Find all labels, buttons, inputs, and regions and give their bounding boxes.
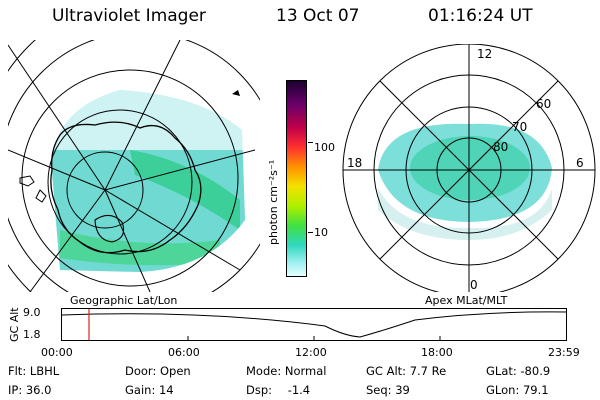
- mlt-label-12: 12: [477, 47, 493, 61]
- status-glat: GLat: -80.9: [486, 364, 550, 378]
- altitude-xtick-4: 23:59: [548, 346, 580, 359]
- status-mode-val: Normal: [284, 364, 327, 378]
- time-label: 01:16:24 UT: [428, 6, 533, 26]
- mlt-label-18: 18: [347, 156, 363, 170]
- colorbar-label: photon cm⁻²s⁻¹: [267, 159, 280, 245]
- instrument-title: Ultraviolet Imager: [52, 6, 206, 26]
- altitude-ylabel: GC Alt: [8, 307, 21, 342]
- status-glat-val: -80.9: [520, 364, 551, 378]
- status-gain-val: 14: [158, 383, 174, 397]
- lat-label-80: 80: [493, 140, 509, 154]
- altitude-ylabel-wrap: GC Alt: [8, 306, 21, 346]
- status-glon-key: GLon:: [486, 383, 520, 397]
- lat-label-60: 60: [536, 97, 552, 111]
- mlt-label-0: 0: [470, 278, 478, 292]
- status-ip-key: IP:: [8, 383, 23, 397]
- status-door-val: Open: [159, 364, 191, 378]
- lat-label-70: 70: [512, 120, 528, 134]
- colorbar-tick-100: [308, 142, 313, 143]
- status-gain: Gain: 14: [125, 383, 174, 397]
- status-dsp: Dsp: -1.4: [246, 383, 310, 397]
- status-mode: Mode: Normal: [246, 364, 326, 378]
- status-door: Door: Open: [125, 364, 191, 378]
- status-glat-key: GLat:: [486, 364, 517, 378]
- status-glon: GLon: 79.1: [486, 383, 549, 397]
- altitude-ytick-low: 1.8: [23, 328, 41, 341]
- mlt-label-6: 6: [576, 156, 584, 170]
- status-seq: Seq: 39: [366, 383, 410, 397]
- altitude-plot: [61, 308, 567, 341]
- status-glon-val: 79.1: [522, 383, 549, 397]
- status-gain-key: Gain:: [125, 383, 156, 397]
- status-seq-val: 39: [395, 383, 410, 397]
- altitude-xtick-0: 00:00: [41, 346, 73, 359]
- colorbar-tick-label-10: 10: [314, 226, 328, 239]
- status-mode-key: Mode:: [246, 364, 282, 378]
- status-flt: Flt: LBHL: [8, 364, 59, 378]
- magnetic-polar-plot: [342, 44, 596, 292]
- altitude-ytick-high: 9.0: [23, 306, 41, 319]
- status-gcalt: GC Alt: 7.7 Re: [366, 364, 446, 378]
- status-flt-val: LBHL: [29, 364, 60, 378]
- status-seq-key: Seq:: [366, 383, 392, 397]
- colorbar-tick-label-100: 100: [314, 141, 335, 154]
- status-ip: IP: 36.0: [8, 383, 51, 397]
- status-ip-val: 36.0: [25, 383, 52, 397]
- status-flt-key: Flt:: [8, 364, 27, 378]
- colorbar-tick-10: [308, 232, 313, 233]
- status-gcalt-key: GC Alt:: [366, 364, 407, 378]
- status-gcalt-val: 7.7 Re: [409, 364, 447, 378]
- right-panel-caption: Apex MLat/MLT: [425, 294, 508, 307]
- status-dsp-val: -1.4: [287, 383, 311, 397]
- left-panel-caption: Geographic Lat/Lon: [70, 294, 178, 307]
- colorbar: [286, 80, 307, 277]
- date-label: 13 Oct 07: [276, 6, 360, 26]
- geographic-map: [8, 40, 260, 292]
- altitude-xtick-2: 12:00: [295, 346, 327, 359]
- altitude-xtick-1: 06:00: [168, 346, 200, 359]
- status-dsp-key: Dsp:: [246, 383, 273, 397]
- altitude-xtick-3: 18:00: [421, 346, 453, 359]
- status-door-key: Door:: [125, 364, 157, 378]
